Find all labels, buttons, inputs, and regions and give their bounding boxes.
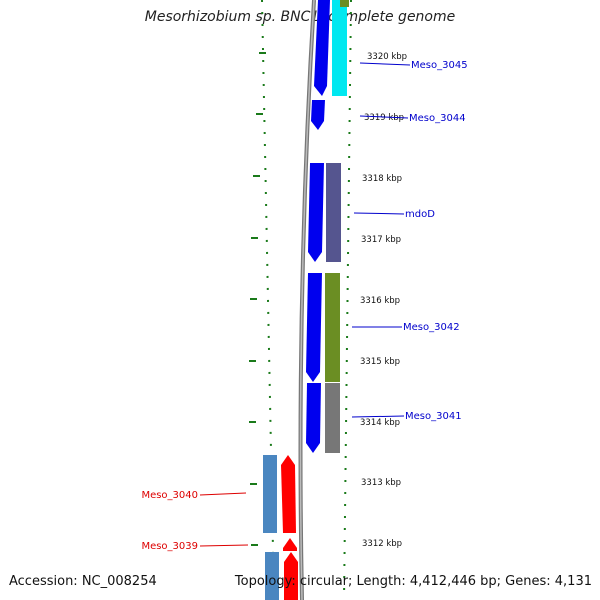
cog-block-meso-3040 [263, 455, 277, 533]
gene-label-meso-3040[interactable]: Meso_3040 [141, 490, 198, 501]
cog-block-mdod [326, 163, 341, 262]
gene-label-meso-3041[interactable]: Meso_3041 [405, 411, 462, 422]
leader-line-meso-3045 [359, 62, 411, 66]
leader-line-meso-3040 [199, 492, 247, 496]
accession-text: Accession: NC_008254 [9, 574, 157, 589]
tick-label: 3313 kbp [361, 478, 401, 488]
genome-info-text: Topology: circular; Length: 4,412,446 bp… [234, 574, 592, 589]
gene-arrow-meso-3045[interactable] [314, 0, 330, 96]
tick-label: 3316 kbp [360, 296, 400, 306]
tick-label: 3315 kbp [360, 357, 400, 367]
gene-arrow-mdod[interactable] [308, 163, 324, 262]
leader-line-mdod [353, 212, 405, 215]
leader-line-meso-3041 [351, 415, 405, 418]
gene-label-meso-3044[interactable]: Meso_3044 [409, 113, 466, 124]
gene-label-meso-3039[interactable]: Meso_3039 [141, 541, 198, 552]
tick-label: 3319 kbp [364, 113, 404, 123]
map-title: Mesorhizobium sp. BNC1, complete genome [144, 9, 456, 25]
gene-arrow-meso-3041[interactable] [306, 383, 321, 453]
tick-label: 3314 kbp [360, 418, 400, 428]
gene-label-meso-3042[interactable]: Meso_3042 [403, 322, 460, 333]
gene-label-mdod[interactable]: mdoD [405, 209, 435, 220]
gene-arrow-meso-3042[interactable] [306, 273, 322, 382]
tick-label: 3312 kbp [362, 539, 402, 549]
gene-arrow-meso-3044[interactable] [311, 100, 325, 130]
leader-line-meso-3039 [199, 544, 249, 547]
gene-arrow-meso-3040[interactable] [281, 455, 296, 533]
cog-block-meso-3042 [325, 273, 340, 382]
tick-label: 3318 kbp [362, 174, 402, 184]
inner-major-ticks [249, 52, 266, 546]
cog-block-meso-3045 [332, 0, 347, 96]
tick-label: 3317 kbp [361, 235, 401, 245]
gene-label-meso-3045[interactable]: Meso_3045 [411, 60, 468, 71]
gene-arrow-meso-3039[interactable] [284, 552, 298, 600]
leader-line-meso-3044 [359, 115, 409, 119]
tick-label: 3320 kbp [367, 52, 407, 62]
inner-tick-ring [261, 0, 275, 600]
cog-block-meso-3041 [325, 383, 340, 453]
cog-block-meso-3039 [265, 552, 279, 600]
outer-tick-ring [343, 0, 352, 600]
